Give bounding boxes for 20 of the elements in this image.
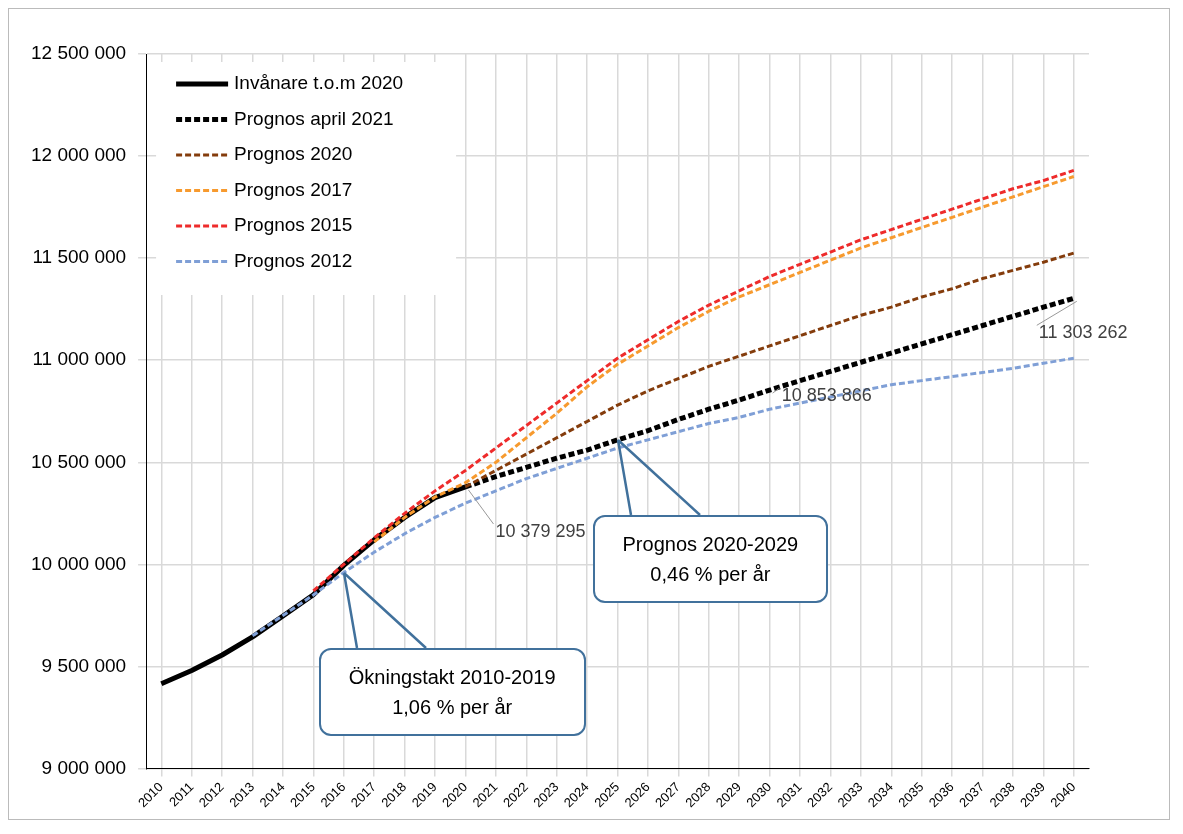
legend-label: Prognos april 2021	[234, 107, 394, 129]
callout-box: Ökningstakt 2010-2019 1,06 % per år	[318, 647, 586, 736]
y-tick-label: 11 000 000	[32, 348, 127, 370]
y-tick-label: 10 500 000	[31, 450, 127, 472]
callout-box: Prognos 2020-2029 0,46 % per år	[592, 514, 829, 603]
data-label: 10 379 295	[495, 520, 586, 541]
legend-label: Prognos 2012	[234, 249, 353, 271]
legend-label: Prognos 2015	[234, 214, 353, 236]
y-tick-label: 9 500 000	[41, 654, 127, 676]
y-tick-label: 9 000 000	[41, 756, 127, 778]
y-tick-label: 12 000 000	[31, 144, 127, 166]
legend-label: Prognos 2017	[234, 178, 353, 200]
legend-label: Prognos 2020	[234, 143, 353, 165]
data-label: 11 303 262	[1038, 322, 1128, 343]
line-series	[251, 356, 1076, 638]
data-label: 10 853 866	[781, 385, 872, 406]
y-tick-label: 11 500 000	[32, 246, 127, 268]
y-tick-label: 12 500 000	[31, 42, 127, 64]
legend-label: Invånare t.o.m 2020	[234, 72, 404, 94]
y-tick-label: 10 000 000	[31, 552, 127, 574]
